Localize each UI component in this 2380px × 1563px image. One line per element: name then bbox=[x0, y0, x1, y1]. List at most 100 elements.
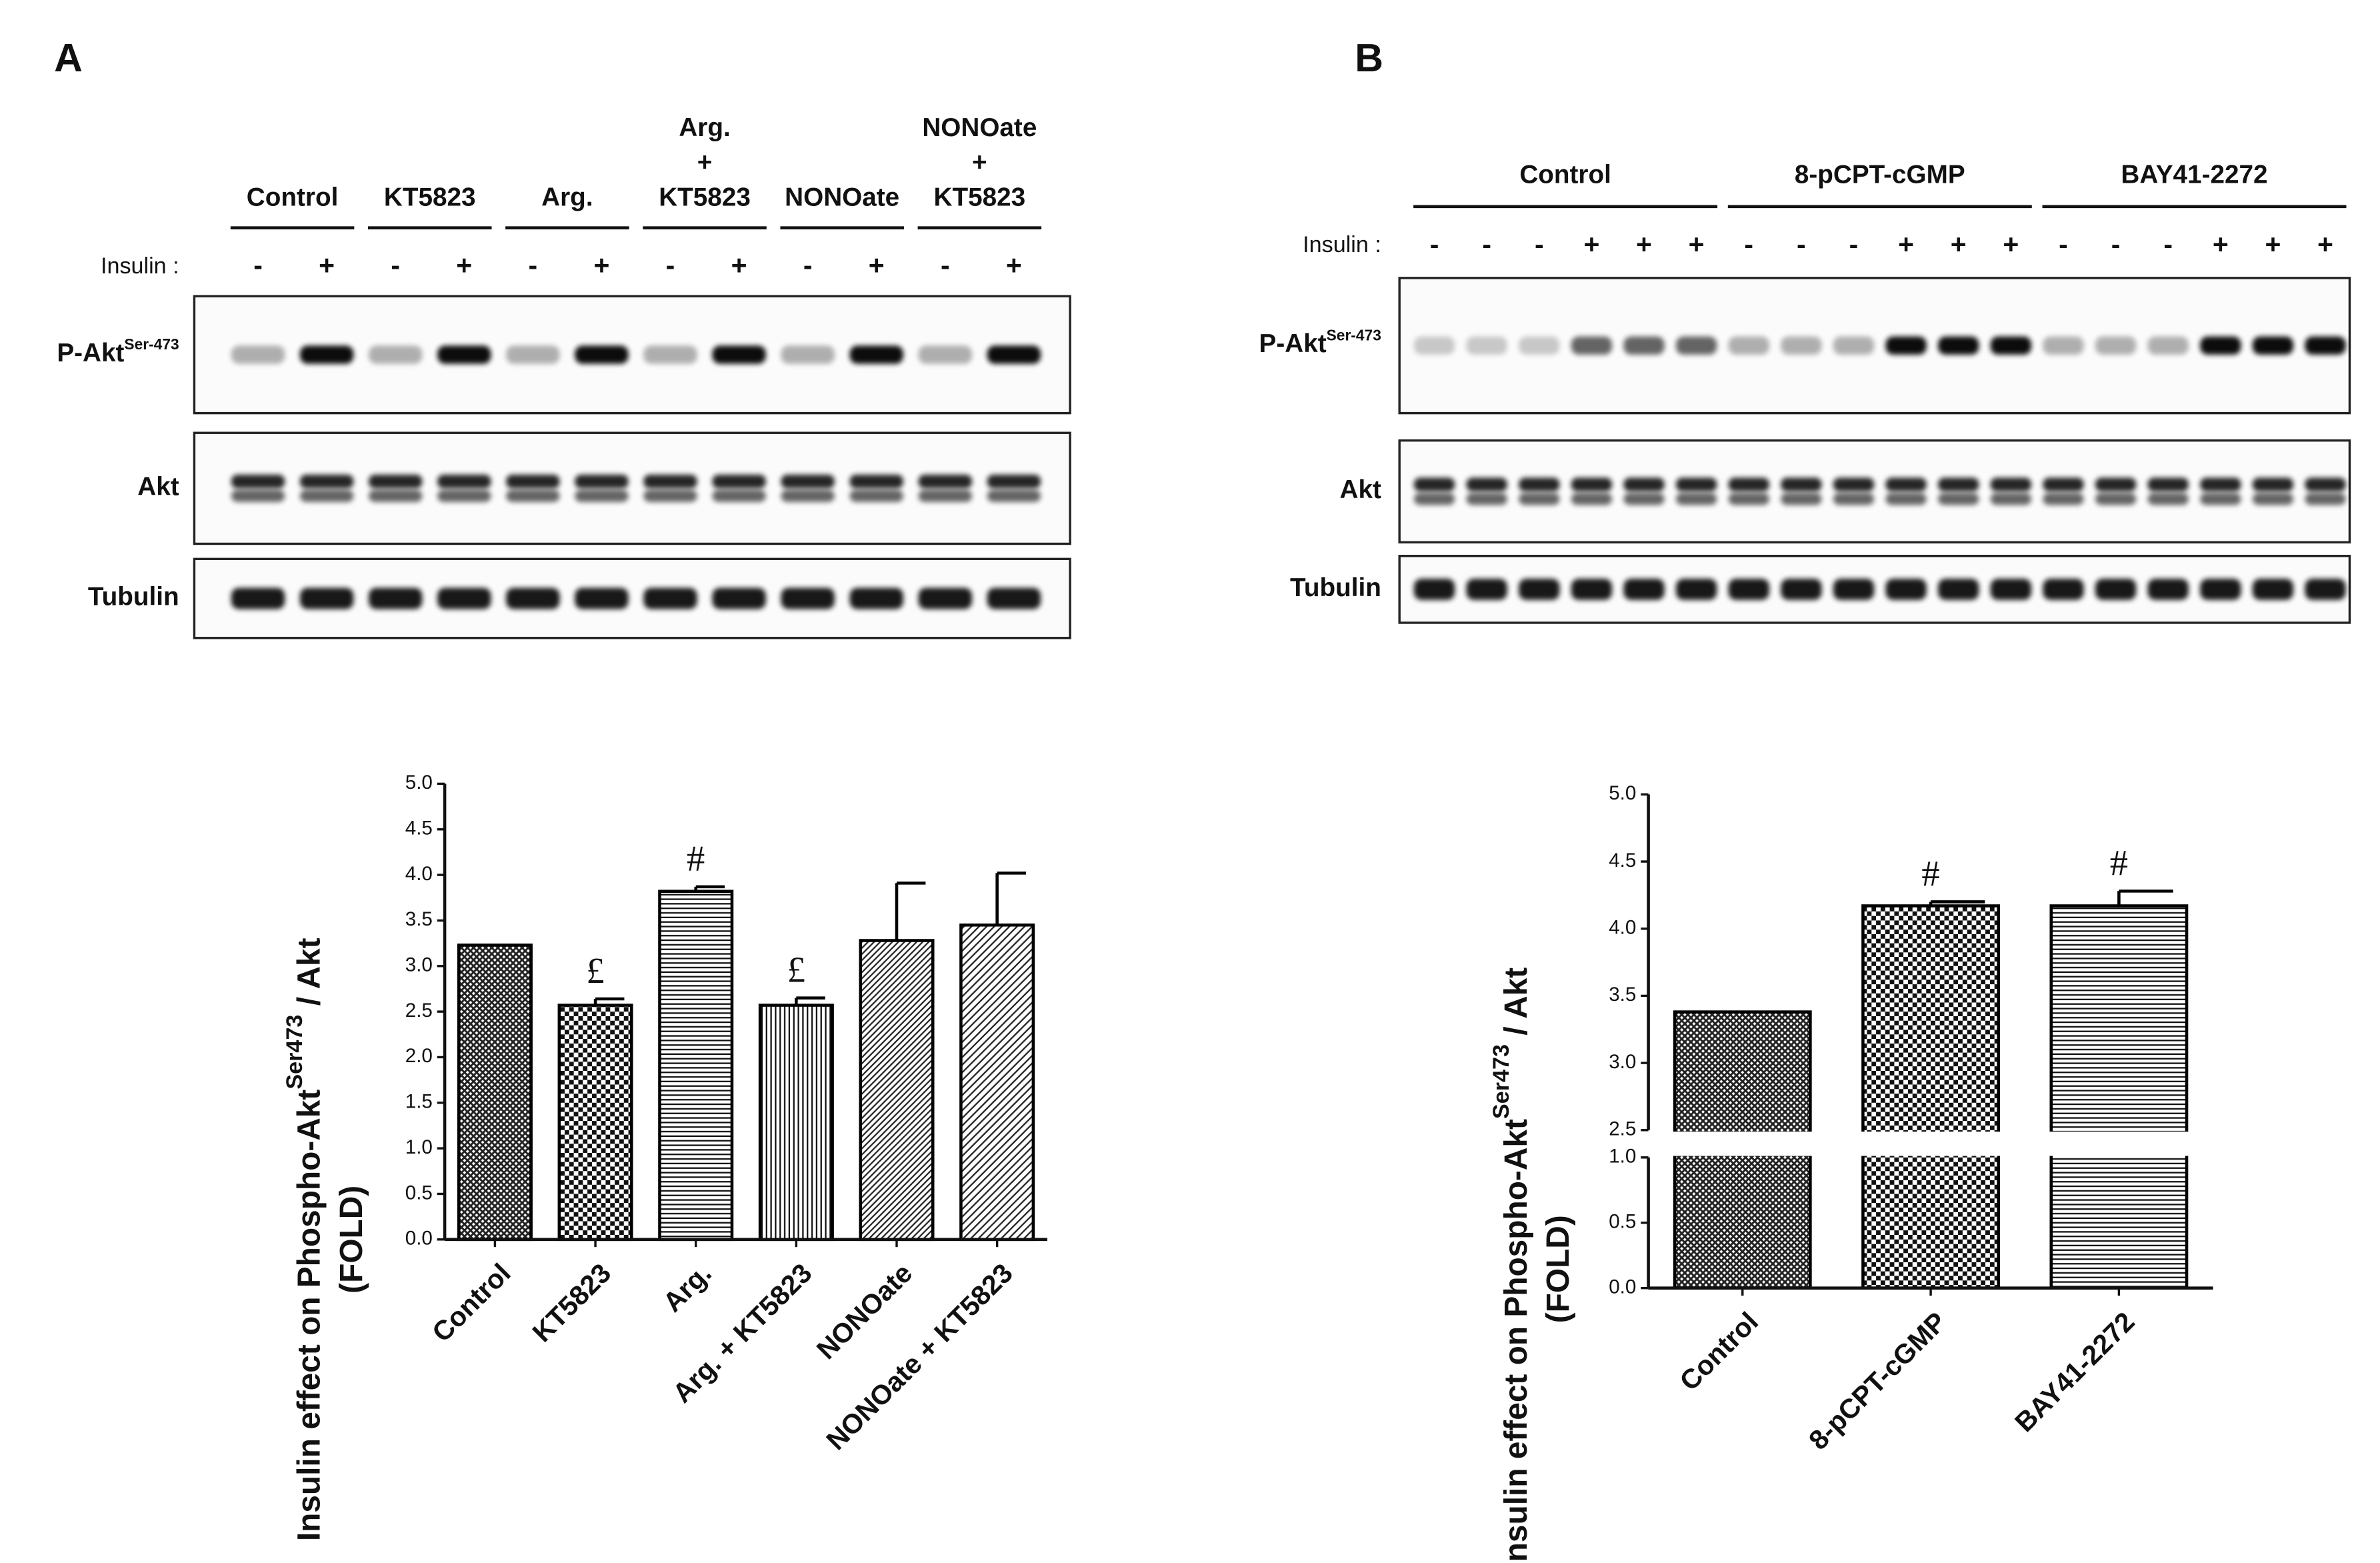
bar bbox=[2049, 904, 2189, 1290]
blot-row-label: Akt bbox=[1340, 475, 1381, 504]
band bbox=[1781, 336, 1822, 355]
y-tick-label: 4.5 bbox=[405, 818, 433, 840]
band bbox=[2200, 477, 2241, 491]
band bbox=[1466, 477, 1507, 491]
blot-row-name: Akt bbox=[137, 473, 179, 501]
band bbox=[1519, 477, 1560, 491]
band bbox=[712, 345, 766, 364]
band bbox=[2043, 578, 2084, 600]
band bbox=[1675, 477, 1717, 491]
band bbox=[2147, 477, 2189, 491]
y-tick-label: 4.5 bbox=[1609, 850, 1636, 872]
blot-row-label: Akt bbox=[137, 473, 179, 501]
band bbox=[1728, 578, 1769, 600]
significance-mark: £ bbox=[787, 950, 805, 990]
band bbox=[437, 489, 491, 502]
blot-row-sup: Ser-473 bbox=[124, 335, 179, 353]
band bbox=[849, 587, 903, 609]
band bbox=[231, 474, 285, 489]
y-tick-label: 1.5 bbox=[405, 1091, 433, 1113]
band bbox=[849, 474, 903, 489]
significance-mark: # bbox=[1921, 854, 1939, 894]
blot-frame bbox=[1398, 439, 2351, 543]
insulin-sign: + bbox=[2213, 229, 2229, 259]
band bbox=[712, 587, 766, 609]
band bbox=[643, 489, 697, 502]
insulin-label: Insulin : bbox=[101, 253, 179, 279]
insulin-sign: - bbox=[1430, 229, 1439, 259]
band bbox=[2147, 493, 2189, 505]
band bbox=[1413, 578, 1455, 600]
band bbox=[2252, 493, 2294, 505]
band bbox=[2147, 578, 2189, 600]
band bbox=[1623, 336, 1665, 355]
insulin-sign: - bbox=[1797, 229, 1806, 259]
y-tick-label: 1.0 bbox=[405, 1136, 433, 1158]
insulin-sign: + bbox=[593, 250, 609, 281]
band bbox=[1413, 493, 1455, 505]
lane-group-label: Control bbox=[1519, 160, 1611, 189]
band bbox=[2200, 336, 2241, 355]
y-axis-title-line2: (FOLD) bbox=[1541, 1215, 1576, 1323]
y-tick-label: 2.5 bbox=[405, 1000, 433, 1022]
band bbox=[1571, 336, 1613, 355]
band bbox=[1571, 493, 1613, 505]
band bbox=[1885, 477, 1927, 491]
significance-mark: # bbox=[2110, 842, 2128, 883]
insulin-label: Insulin : bbox=[1303, 232, 1381, 257]
band bbox=[231, 489, 285, 502]
band bbox=[987, 345, 1041, 364]
insulin-sign: + bbox=[1689, 229, 1705, 259]
band bbox=[1938, 578, 1979, 600]
band bbox=[2252, 578, 2294, 600]
band bbox=[918, 474, 973, 489]
band bbox=[1781, 477, 1822, 491]
band bbox=[369, 474, 423, 489]
blot-row-label: P-AktSer-473 bbox=[57, 335, 179, 367]
band bbox=[2147, 336, 2189, 355]
insulin-sign: + bbox=[2265, 229, 2281, 259]
band bbox=[2305, 493, 2346, 505]
insulin-sign: + bbox=[319, 250, 335, 281]
lane-group-label: KT5823 bbox=[934, 183, 1026, 212]
insulin-sign: + bbox=[869, 250, 885, 281]
insulin-sign: + bbox=[2003, 229, 2019, 259]
y-axis-title-line2: (FOLD) bbox=[334, 1186, 369, 1294]
y-tick-label: 3.0 bbox=[1609, 1051, 1636, 1073]
band bbox=[575, 345, 629, 364]
band bbox=[1990, 477, 2031, 491]
band bbox=[1938, 336, 1979, 355]
band bbox=[1675, 578, 1717, 600]
band bbox=[781, 489, 835, 502]
band bbox=[1833, 578, 1875, 600]
bar bbox=[557, 1004, 633, 1242]
band bbox=[299, 489, 354, 502]
band bbox=[575, 489, 629, 502]
bar bbox=[859, 939, 935, 1242]
band bbox=[1885, 336, 1927, 355]
blot-frame bbox=[193, 431, 1071, 545]
band bbox=[987, 474, 1041, 489]
insulin-sign: + bbox=[1636, 229, 1652, 259]
y-tick-label: 0.5 bbox=[1609, 1211, 1636, 1233]
band bbox=[643, 587, 697, 609]
band bbox=[1728, 336, 1769, 355]
band bbox=[1781, 493, 1822, 505]
band bbox=[506, 474, 560, 489]
band bbox=[712, 474, 766, 489]
band bbox=[643, 345, 697, 364]
panel-letter: B bbox=[1355, 35, 1383, 80]
band bbox=[1990, 578, 2031, 600]
band bbox=[849, 489, 903, 502]
blot-row-label: P-AktSer-473 bbox=[1259, 327, 1381, 359]
blot-row-name: Akt bbox=[1340, 475, 1381, 504]
blot-row-label: Tubulin bbox=[1290, 573, 1381, 602]
band bbox=[299, 587, 354, 609]
band bbox=[1675, 493, 1717, 505]
insulin-sign: + bbox=[1583, 229, 1599, 259]
band bbox=[299, 474, 354, 489]
lane-group-label: Control bbox=[247, 183, 339, 212]
y-tick-label: 3.5 bbox=[1609, 984, 1636, 1006]
